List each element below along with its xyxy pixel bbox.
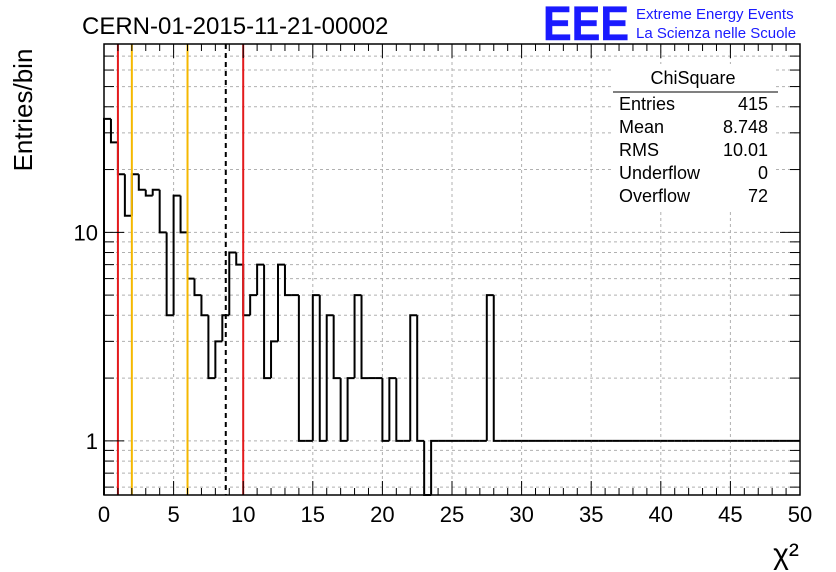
stats-row-label: Overflow <box>619 186 691 206</box>
histogram-bin <box>242 264 251 317</box>
histogram-bin <box>395 378 404 442</box>
histogram-bin <box>249 294 258 316</box>
y-tick-label: 1 <box>86 429 98 454</box>
x-tick-label: 20 <box>370 502 394 527</box>
y-tick-label: 10 <box>74 220 98 245</box>
x-tick-label: 45 <box>718 502 742 527</box>
stats-row-value: 72 <box>748 186 768 206</box>
y-axis-label: Entries/bin <box>8 49 38 172</box>
x-axis-label: χ² <box>773 538 799 571</box>
stats-title: ChiSquare <box>650 68 735 88</box>
stats-row-label: Mean <box>619 117 664 137</box>
histogram-bin <box>214 340 223 379</box>
stats-row-value: 10.01 <box>723 140 768 160</box>
histogram-bin <box>297 295 306 442</box>
histogram-bin <box>137 174 146 191</box>
x-tick-label: 50 <box>788 502 812 527</box>
histogram-bin <box>200 295 209 317</box>
stats-row-value: 415 <box>738 94 768 114</box>
histogram-bin <box>492 295 501 442</box>
histogram-bin <box>270 340 278 379</box>
histogram-bin <box>485 294 494 441</box>
histogram-bin <box>430 439 439 495</box>
histogram-bin <box>235 252 244 266</box>
histogram-bin <box>360 295 369 380</box>
histogram-bin <box>221 314 230 342</box>
histogram-bin <box>193 278 202 297</box>
histogram-bin <box>388 377 397 441</box>
logo-line-2: La Scienza nelle Scuole <box>636 25 796 42</box>
histogram-bin <box>409 314 418 441</box>
stats-row-label: Underflow <box>619 163 701 183</box>
x-tick-label: 10 <box>231 502 255 527</box>
histogram-bin <box>207 315 216 380</box>
histogram-bin <box>318 295 327 442</box>
histogram-bin <box>130 173 139 216</box>
stats-row-value: 0 <box>758 163 768 183</box>
histogram-bin <box>283 264 292 297</box>
eee-logo: EEE <box>543 0 629 51</box>
histogram-bin <box>256 263 265 296</box>
run-title: CERN-01-2015-11-21-00002 <box>82 13 388 40</box>
x-tick-label: 40 <box>649 502 673 527</box>
stats-box-background <box>613 64 773 210</box>
axis-ticks: 0 5 10 15 20 25 30 35 40 45 50 1 10 <box>74 43 812 527</box>
histogram-bin <box>381 378 390 442</box>
logo-line-1: Extreme Energy Events <box>636 6 794 23</box>
x-tick-label: 30 <box>509 502 533 527</box>
histogram-bin <box>179 195 188 234</box>
histogram-bin <box>144 189 153 197</box>
x-tick-label: 35 <box>579 502 603 527</box>
histogram-bin <box>165 232 174 317</box>
histogram-bin <box>186 232 195 280</box>
reference-lines <box>116 44 245 495</box>
stats-row-label: Entries <box>619 94 675 114</box>
histogram-bin <box>109 118 118 144</box>
x-tick-label: 5 <box>167 502 179 527</box>
x-tick-label: 25 <box>440 502 464 527</box>
histogram-bin <box>353 294 362 379</box>
histogram-bin <box>325 314 334 441</box>
stats-row-label: RMS <box>619 140 659 160</box>
histogram-bin <box>277 263 285 342</box>
histogram-bin <box>172 194 181 316</box>
histogram-bin <box>151 188 160 196</box>
histogram-bin <box>332 315 341 380</box>
histogram-bin <box>346 377 355 441</box>
histogram-bin <box>416 315 425 442</box>
histogram-bin <box>263 264 272 380</box>
histogram-bin <box>123 174 132 217</box>
histogram-bin <box>311 294 320 441</box>
histogram-bin <box>228 251 237 316</box>
histogram-bin <box>339 378 348 442</box>
stats-box: ChiSquare Entries 415 Mean 8.748 RMS 10.01 Und… <box>613 64 778 210</box>
stats-row-value: 8.748 <box>723 117 768 137</box>
histogram-series <box>103 117 800 496</box>
x-tick-label: 0 <box>98 502 110 527</box>
histogram-bin <box>158 189 167 234</box>
x-tick-label: 15 <box>301 502 325 527</box>
histogram-bin <box>103 117 111 495</box>
